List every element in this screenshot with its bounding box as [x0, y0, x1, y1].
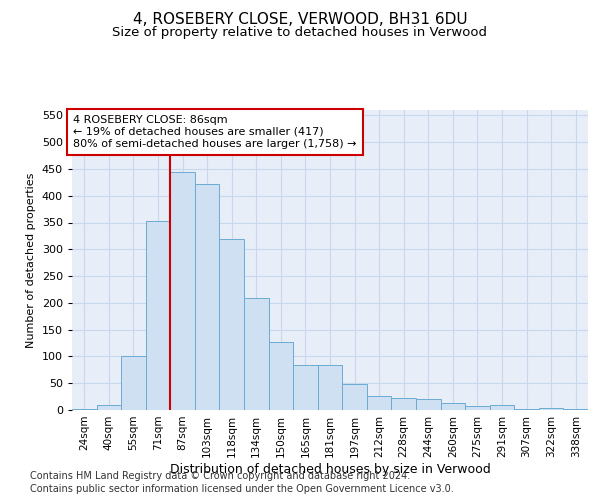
Bar — [465, 406, 490, 410]
Bar — [170, 172, 195, 410]
Text: Size of property relative to detached houses in Verwood: Size of property relative to detached ho… — [113, 26, 487, 39]
Text: 4 ROSEBERY CLOSE: 86sqm
← 19% of detached houses are smaller (417)
80% of semi-d: 4 ROSEBERY CLOSE: 86sqm ← 19% of detache… — [73, 116, 357, 148]
Bar — [391, 398, 416, 410]
X-axis label: Distribution of detached houses by size in Verwood: Distribution of detached houses by size … — [170, 462, 490, 475]
Bar — [514, 409, 539, 410]
Bar — [195, 184, 220, 410]
Bar — [72, 409, 97, 410]
Bar — [539, 408, 563, 410]
Bar — [269, 342, 293, 410]
Y-axis label: Number of detached properties: Number of detached properties — [26, 172, 36, 348]
Bar — [342, 384, 367, 410]
Bar — [440, 402, 465, 410]
Bar — [244, 298, 269, 410]
Bar — [293, 365, 318, 410]
Bar — [318, 365, 342, 410]
Text: 4, ROSEBERY CLOSE, VERWOOD, BH31 6DU: 4, ROSEBERY CLOSE, VERWOOD, BH31 6DU — [133, 12, 467, 28]
Bar — [367, 396, 391, 410]
Text: Contains public sector information licensed under the Open Government Licence v3: Contains public sector information licen… — [30, 484, 454, 494]
Bar — [121, 356, 146, 410]
Bar — [220, 238, 244, 410]
Text: Contains HM Land Registry data © Crown copyright and database right 2024.: Contains HM Land Registry data © Crown c… — [30, 471, 410, 481]
Bar — [146, 221, 170, 410]
Bar — [416, 400, 440, 410]
Bar — [97, 404, 121, 410]
Bar — [490, 404, 514, 410]
